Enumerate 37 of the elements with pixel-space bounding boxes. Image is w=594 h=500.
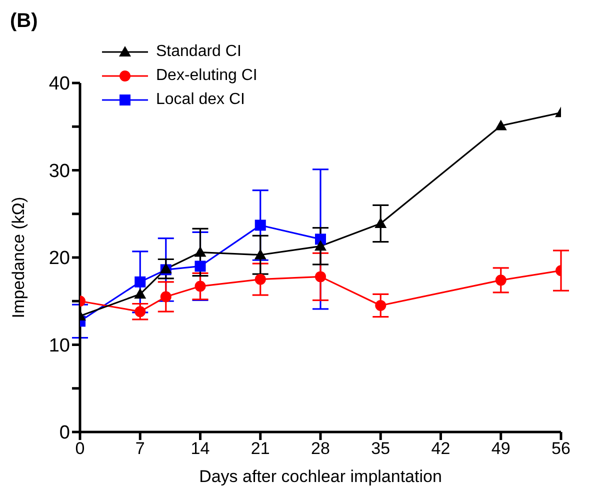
point	[254, 248, 266, 260]
y-axis-title: Impedance (kΩ)	[9, 196, 28, 318]
x-axis-title: Days after cochlear implantation	[199, 467, 442, 486]
point	[160, 291, 172, 302]
y-tick-label: 0	[59, 422, 70, 444]
point	[315, 234, 326, 245]
point	[254, 274, 266, 285]
x-tick-label: 42	[431, 439, 450, 458]
point	[194, 246, 206, 257]
point	[375, 300, 386, 311]
y-tick-label: 20	[48, 248, 70, 270]
point	[315, 271, 326, 282]
point	[494, 120, 507, 130]
x-tick-label: 7	[135, 439, 145, 458]
point	[194, 260, 206, 272]
legend-label: Standard CI	[156, 43, 242, 61]
point	[194, 280, 206, 292]
chart-title: (B)	[10, 10, 38, 33]
point	[374, 217, 387, 228]
x-tick-label: 35	[371, 439, 390, 458]
point	[314, 240, 326, 251]
y-tick-label: 40	[48, 74, 70, 95]
x-tick-label: 49	[491, 439, 510, 458]
point	[134, 288, 146, 299]
point	[254, 220, 266, 231]
x-tick-label: 0	[75, 439, 85, 458]
point	[134, 306, 146, 318]
x-tick-label: 14	[190, 439, 210, 458]
legend-label: Local dex CI	[156, 91, 245, 109]
y-tick-label: 10	[48, 335, 70, 356]
point	[495, 274, 506, 286]
x-tick-label: 28	[311, 439, 330, 458]
x-tick-label: 56	[552, 439, 570, 458]
y-tick-label: 30	[48, 160, 70, 182]
legend-label: Dex-eluting CI	[156, 67, 258, 85]
x-tick-label: 21	[250, 439, 270, 458]
point	[134, 276, 146, 288]
